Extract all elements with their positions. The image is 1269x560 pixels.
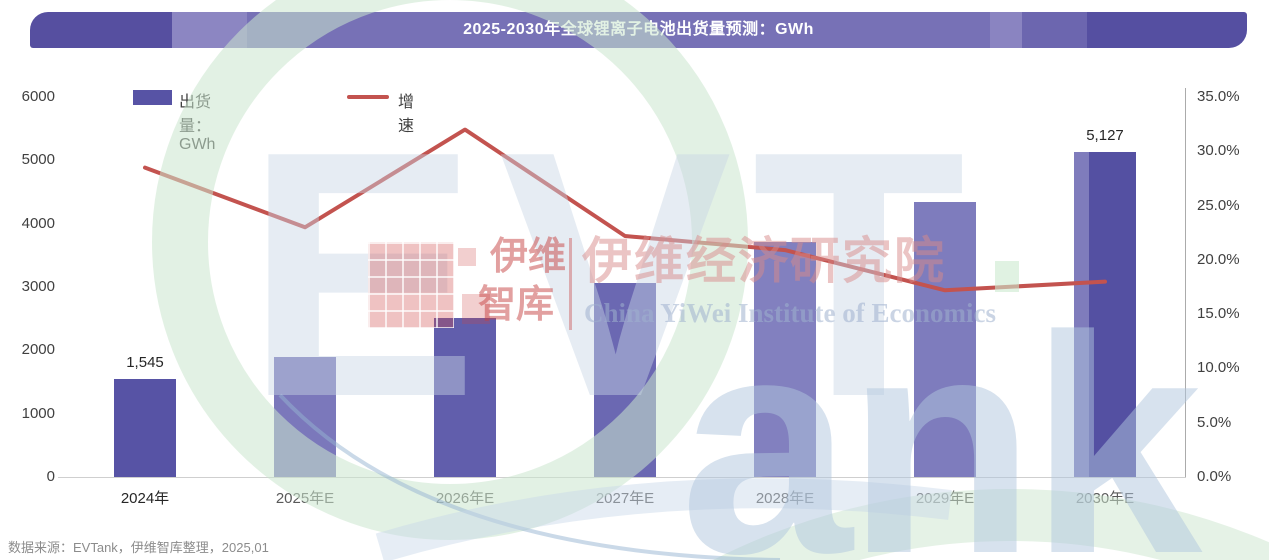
legend-line-label: 增速 [398, 94, 415, 135]
y-axis-tick-right: 20.0% [1197, 250, 1240, 268]
bar-value-label: 1,545 [126, 354, 164, 372]
title-banner: 2025-2030年全球锂离子电池出货量预测：GWh [30, 12, 1247, 48]
y-axis-tick-left: 1000 [21, 404, 55, 422]
bar-value-label: 5,127 [1086, 127, 1124, 145]
legend-bar-label: 出货量：GWh [179, 94, 216, 153]
bar-2024年 [114, 379, 176, 477]
x-axis-label: 2028年E [755, 490, 815, 507]
bar-2028年E [754, 242, 816, 477]
watermark-qr-logo [368, 242, 454, 328]
y-axis-tick-right: 35.0% [1197, 88, 1240, 105]
watermark-qr-dot-1 [458, 248, 476, 266]
chart-title: 2025-2030年全球锂离子电池出货量预测：GWh [463, 21, 814, 38]
y-axis-tick-right: 25.0% [1197, 196, 1240, 214]
bar-2026年E [434, 318, 496, 477]
y-axis-tick-right: 0.0% [1197, 468, 1232, 485]
y-axis-tick-left: 3000 [21, 278, 55, 295]
x-axis-label: 2027年E [595, 490, 655, 507]
legend-bar-swatch [133, 90, 172, 105]
y-axis-tick-left: 4000 [21, 214, 55, 232]
y-axis-tick-right: 10.0% [1197, 359, 1240, 377]
right-axis-line [1185, 88, 1186, 477]
data-source-note: 数据来源：EVTank，伊维智库整理，2025,01 [8, 540, 269, 555]
x-axis-label: 2030年E [1075, 490, 1135, 507]
y-axis-tick-left: 0 [46, 468, 55, 485]
x-axis-label: 2029年E [915, 490, 975, 507]
x-axis-label: 2024年 [120, 490, 170, 507]
watermark-green-rect [995, 261, 1019, 292]
bar-2029年E [914, 201, 976, 477]
legend-line-swatch [347, 95, 389, 99]
x-axis-line [58, 477, 1186, 478]
y-axis-tick-left: 6000 [21, 88, 55, 105]
bar-2025年E [274, 356, 336, 477]
bar-2030年E [1074, 152, 1136, 477]
y-axis-tick-left: 2000 [21, 341, 55, 359]
x-axis-label: 2025年E [275, 490, 335, 507]
y-axis-tick-left: 5000 [21, 151, 55, 169]
y-axis-tick-right: 5.0% [1197, 413, 1232, 431]
watermark-yiwei-text: 伊维 [490, 236, 567, 278]
y-axis-tick-right: 15.0% [1197, 305, 1240, 323]
bar-2027年E [594, 282, 656, 477]
y-axis-tick-right: 30.0% [1197, 142, 1240, 160]
x-axis-label: 2026年E [435, 490, 495, 507]
watermark-divider [569, 238, 572, 330]
watermark-green-arc-bottom [713, 489, 1269, 560]
